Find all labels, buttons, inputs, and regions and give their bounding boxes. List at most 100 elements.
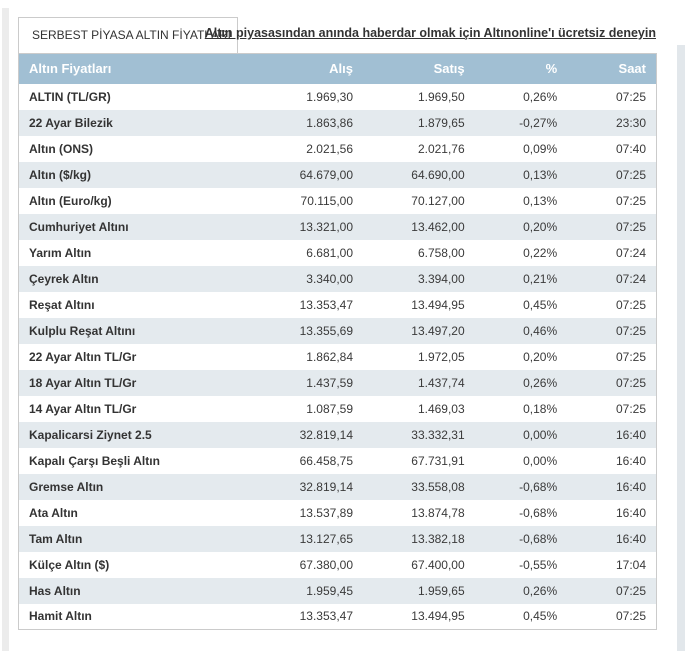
cell-buy-price: 13.355,69 bbox=[299, 323, 354, 338]
cell-sell-price: 1.972,05 bbox=[417, 349, 465, 364]
column-header-name: Altın Fiyatları bbox=[18, 53, 261, 84]
cell-change-percent: -0,55% bbox=[519, 557, 558, 572]
cell-buy-price: 1.969,30 bbox=[306, 89, 354, 104]
table-row[interactable]: 18 Ayar Altın TL/Gr 1.437,59 1.437,74 0,… bbox=[18, 369, 657, 396]
table-row[interactable]: Tam Altın 13.127,65 13.382,18 -0,68% 16:… bbox=[18, 525, 657, 552]
table-row[interactable]: Kulplu Reşat Altını 13.355,69 13.497,20 … bbox=[18, 317, 657, 344]
cell-sell-price: 13.382,18 bbox=[411, 531, 465, 546]
cell-change-percent: 0,26% bbox=[523, 375, 558, 390]
table-row[interactable]: Ata Altın 13.537,89 13.874,78 -0,68% 16:… bbox=[18, 499, 657, 526]
cell-sell-price: 2.021,76 bbox=[417, 141, 465, 156]
altinonline-promo-link[interactable]: Altın piyasasından anında haberdar olmak… bbox=[204, 26, 656, 40]
cell-update-time: 07:25 bbox=[615, 297, 646, 312]
cell-instrument-name: Has Altın bbox=[29, 583, 81, 598]
cell-instrument-name: ALTIN (TL/GR) bbox=[29, 89, 111, 104]
table-row[interactable]: Reşat Altını 13.353,47 13.494,95 0,45% 0… bbox=[18, 291, 657, 318]
gold-prices-table: Altın Fiyatları Alış Satış % Saat ALTIN … bbox=[18, 53, 657, 630]
cell-change-percent: -0,68% bbox=[519, 479, 558, 494]
cell-change-percent: 0,09% bbox=[523, 141, 558, 156]
cell-instrument-name: Gremse Altın bbox=[29, 479, 104, 494]
cell-sell-price: 13.874,78 bbox=[411, 505, 465, 520]
table-row[interactable]: Altın (Euro/kg) 70.115,00 70.127,00 0,13… bbox=[18, 187, 657, 214]
cell-buy-price: 32.819,14 bbox=[299, 479, 354, 494]
cell-update-time: 17:04 bbox=[615, 557, 646, 572]
cell-sell-price: 64.690,00 bbox=[411, 167, 465, 182]
table-row[interactable]: Gremse Altın 32.819,14 33.558,08 -0,68% … bbox=[18, 473, 657, 500]
table-row[interactable]: Kapalicarsi Ziynet 2.5 32.819,14 33.332,… bbox=[18, 421, 657, 448]
cell-sell-price: 33.332,31 bbox=[411, 427, 465, 442]
cell-instrument-name: Çeyrek Altın bbox=[29, 271, 99, 286]
gold-prices-panel: SERBEST PİYASA ALTIN FİYATLARI Altın piy… bbox=[18, 17, 657, 630]
cell-change-percent: 0,45% bbox=[523, 297, 558, 312]
cell-buy-price: 6.681,00 bbox=[306, 245, 354, 260]
cell-change-percent: 0,13% bbox=[523, 193, 558, 208]
cell-update-time: 07:25 bbox=[615, 375, 646, 390]
cell-change-percent: 0,00% bbox=[523, 427, 558, 442]
page-edge-left bbox=[2, 8, 9, 651]
cell-instrument-name: 22 Ayar Bilezik bbox=[29, 115, 113, 130]
cell-buy-price: 2.021,56 bbox=[306, 141, 354, 156]
cell-sell-price: 1.969,50 bbox=[417, 89, 465, 104]
tab-serbest-piyasa-altin-fiyatlari[interactable]: SERBEST PİYASA ALTIN FİYATLARI bbox=[18, 17, 238, 53]
cell-sell-price: 67.731,91 bbox=[411, 453, 465, 468]
table-row[interactable]: ALTIN (TL/GR) 1.969,30 1.969,50 0,26% 07… bbox=[18, 83, 657, 110]
cell-buy-price: 1.862,84 bbox=[306, 349, 354, 364]
cell-sell-price: 33.558,08 bbox=[411, 479, 465, 494]
cell-update-time: 07:24 bbox=[615, 245, 646, 260]
table-row[interactable]: Külçe Altın ($) 67.380,00 67.400,00 -0,5… bbox=[18, 551, 657, 578]
cell-instrument-name: 18 Ayar Altın TL/Gr bbox=[29, 375, 137, 390]
table-row[interactable]: Yarım Altın 6.681,00 6.758,00 0,22% 07:2… bbox=[18, 239, 657, 266]
cell-update-time: 07:25 bbox=[615, 349, 646, 364]
cell-sell-price: 13.494,95 bbox=[411, 297, 465, 312]
price-table-body: ALTIN (TL/GR) 1.969,30 1.969,50 0,26% 07… bbox=[18, 83, 657, 630]
cell-instrument-name: Külçe Altın ($) bbox=[29, 557, 110, 572]
table-row[interactable]: Hamit Altın 13.353,47 13.494,95 0,45% 07… bbox=[18, 603, 657, 630]
cell-change-percent: 0,45% bbox=[523, 609, 558, 624]
cell-instrument-name: 22 Ayar Altın TL/Gr bbox=[29, 349, 137, 364]
table-row[interactable]: 14 Ayar Altın TL/Gr 1.087,59 1.469,03 0,… bbox=[18, 395, 657, 422]
table-row[interactable]: Kapalı Çarşı Beşli Altın 66.458,75 67.73… bbox=[18, 447, 657, 474]
cell-buy-price: 1.863,86 bbox=[306, 115, 354, 130]
cell-update-time: 07:25 bbox=[615, 401, 646, 416]
cell-sell-price: 13.494,95 bbox=[411, 609, 465, 624]
cell-instrument-name: Cumhuriyet Altını bbox=[29, 219, 129, 234]
cell-change-percent: 0,21% bbox=[523, 271, 558, 286]
cell-sell-price: 3.394,00 bbox=[417, 271, 465, 286]
cell-buy-price: 70.115,00 bbox=[300, 193, 354, 208]
cell-change-percent: 0,18% bbox=[523, 401, 558, 416]
cell-buy-price: 13.353,47 bbox=[299, 297, 354, 312]
cell-update-time: 16:40 bbox=[615, 505, 646, 520]
column-header-buy: Alış bbox=[260, 53, 364, 84]
cell-update-time: 07:24 bbox=[615, 271, 646, 286]
cell-instrument-name: Ata Altın bbox=[29, 505, 78, 520]
cell-change-percent: 0,22% bbox=[523, 245, 558, 260]
cell-sell-price: 1.437,74 bbox=[417, 375, 465, 390]
table-row[interactable]: Cumhuriyet Altını 13.321,00 13.462,00 0,… bbox=[18, 213, 657, 240]
table-row[interactable]: Has Altın 1.959,45 1.959,65 0,26% 07:25 bbox=[18, 577, 657, 604]
cell-change-percent: 0,00% bbox=[523, 453, 558, 468]
cell-update-time: 07:25 bbox=[615, 89, 646, 104]
cell-instrument-name: Kapalicarsi Ziynet 2.5 bbox=[29, 427, 152, 442]
table-row[interactable]: 22 Ayar Bilezik 1.863,86 1.879,65 -0,27%… bbox=[18, 109, 657, 136]
cell-update-time: 16:40 bbox=[615, 453, 646, 468]
column-header-sell: Satış bbox=[363, 53, 475, 84]
cell-instrument-name: Altın (ONS) bbox=[29, 141, 93, 156]
table-row[interactable]: Altın (ONS) 2.021,56 2.021,76 0,09% 07:4… bbox=[18, 135, 657, 162]
cell-update-time: 07:25 bbox=[615, 323, 646, 338]
cell-sell-price: 13.462,00 bbox=[411, 219, 465, 234]
cell-change-percent: -0,27% bbox=[519, 115, 558, 130]
table-row[interactable]: Çeyrek Altın 3.340,00 3.394,00 0,21% 07:… bbox=[18, 265, 657, 292]
table-row[interactable]: 22 Ayar Altın TL/Gr 1.862,84 1.972,05 0,… bbox=[18, 343, 657, 370]
cell-update-time: 07:40 bbox=[615, 141, 646, 156]
cell-change-percent: 0,26% bbox=[523, 583, 558, 598]
cell-instrument-name: Reşat Altını bbox=[29, 297, 95, 312]
cell-buy-price: 13.127,65 bbox=[299, 531, 354, 546]
cell-sell-price: 13.497,20 bbox=[411, 323, 465, 338]
cell-instrument-name: Tam Altın bbox=[29, 531, 83, 546]
cell-buy-price: 1.437,59 bbox=[306, 375, 354, 390]
cell-change-percent: 0,46% bbox=[523, 323, 558, 338]
cell-sell-price: 70.127,00 bbox=[411, 193, 465, 208]
cell-update-time: 16:40 bbox=[615, 479, 646, 494]
table-row[interactable]: Altın ($/kg) 64.679,00 64.690,00 0,13% 0… bbox=[18, 161, 657, 188]
cell-update-time: 07:25 bbox=[615, 583, 646, 598]
